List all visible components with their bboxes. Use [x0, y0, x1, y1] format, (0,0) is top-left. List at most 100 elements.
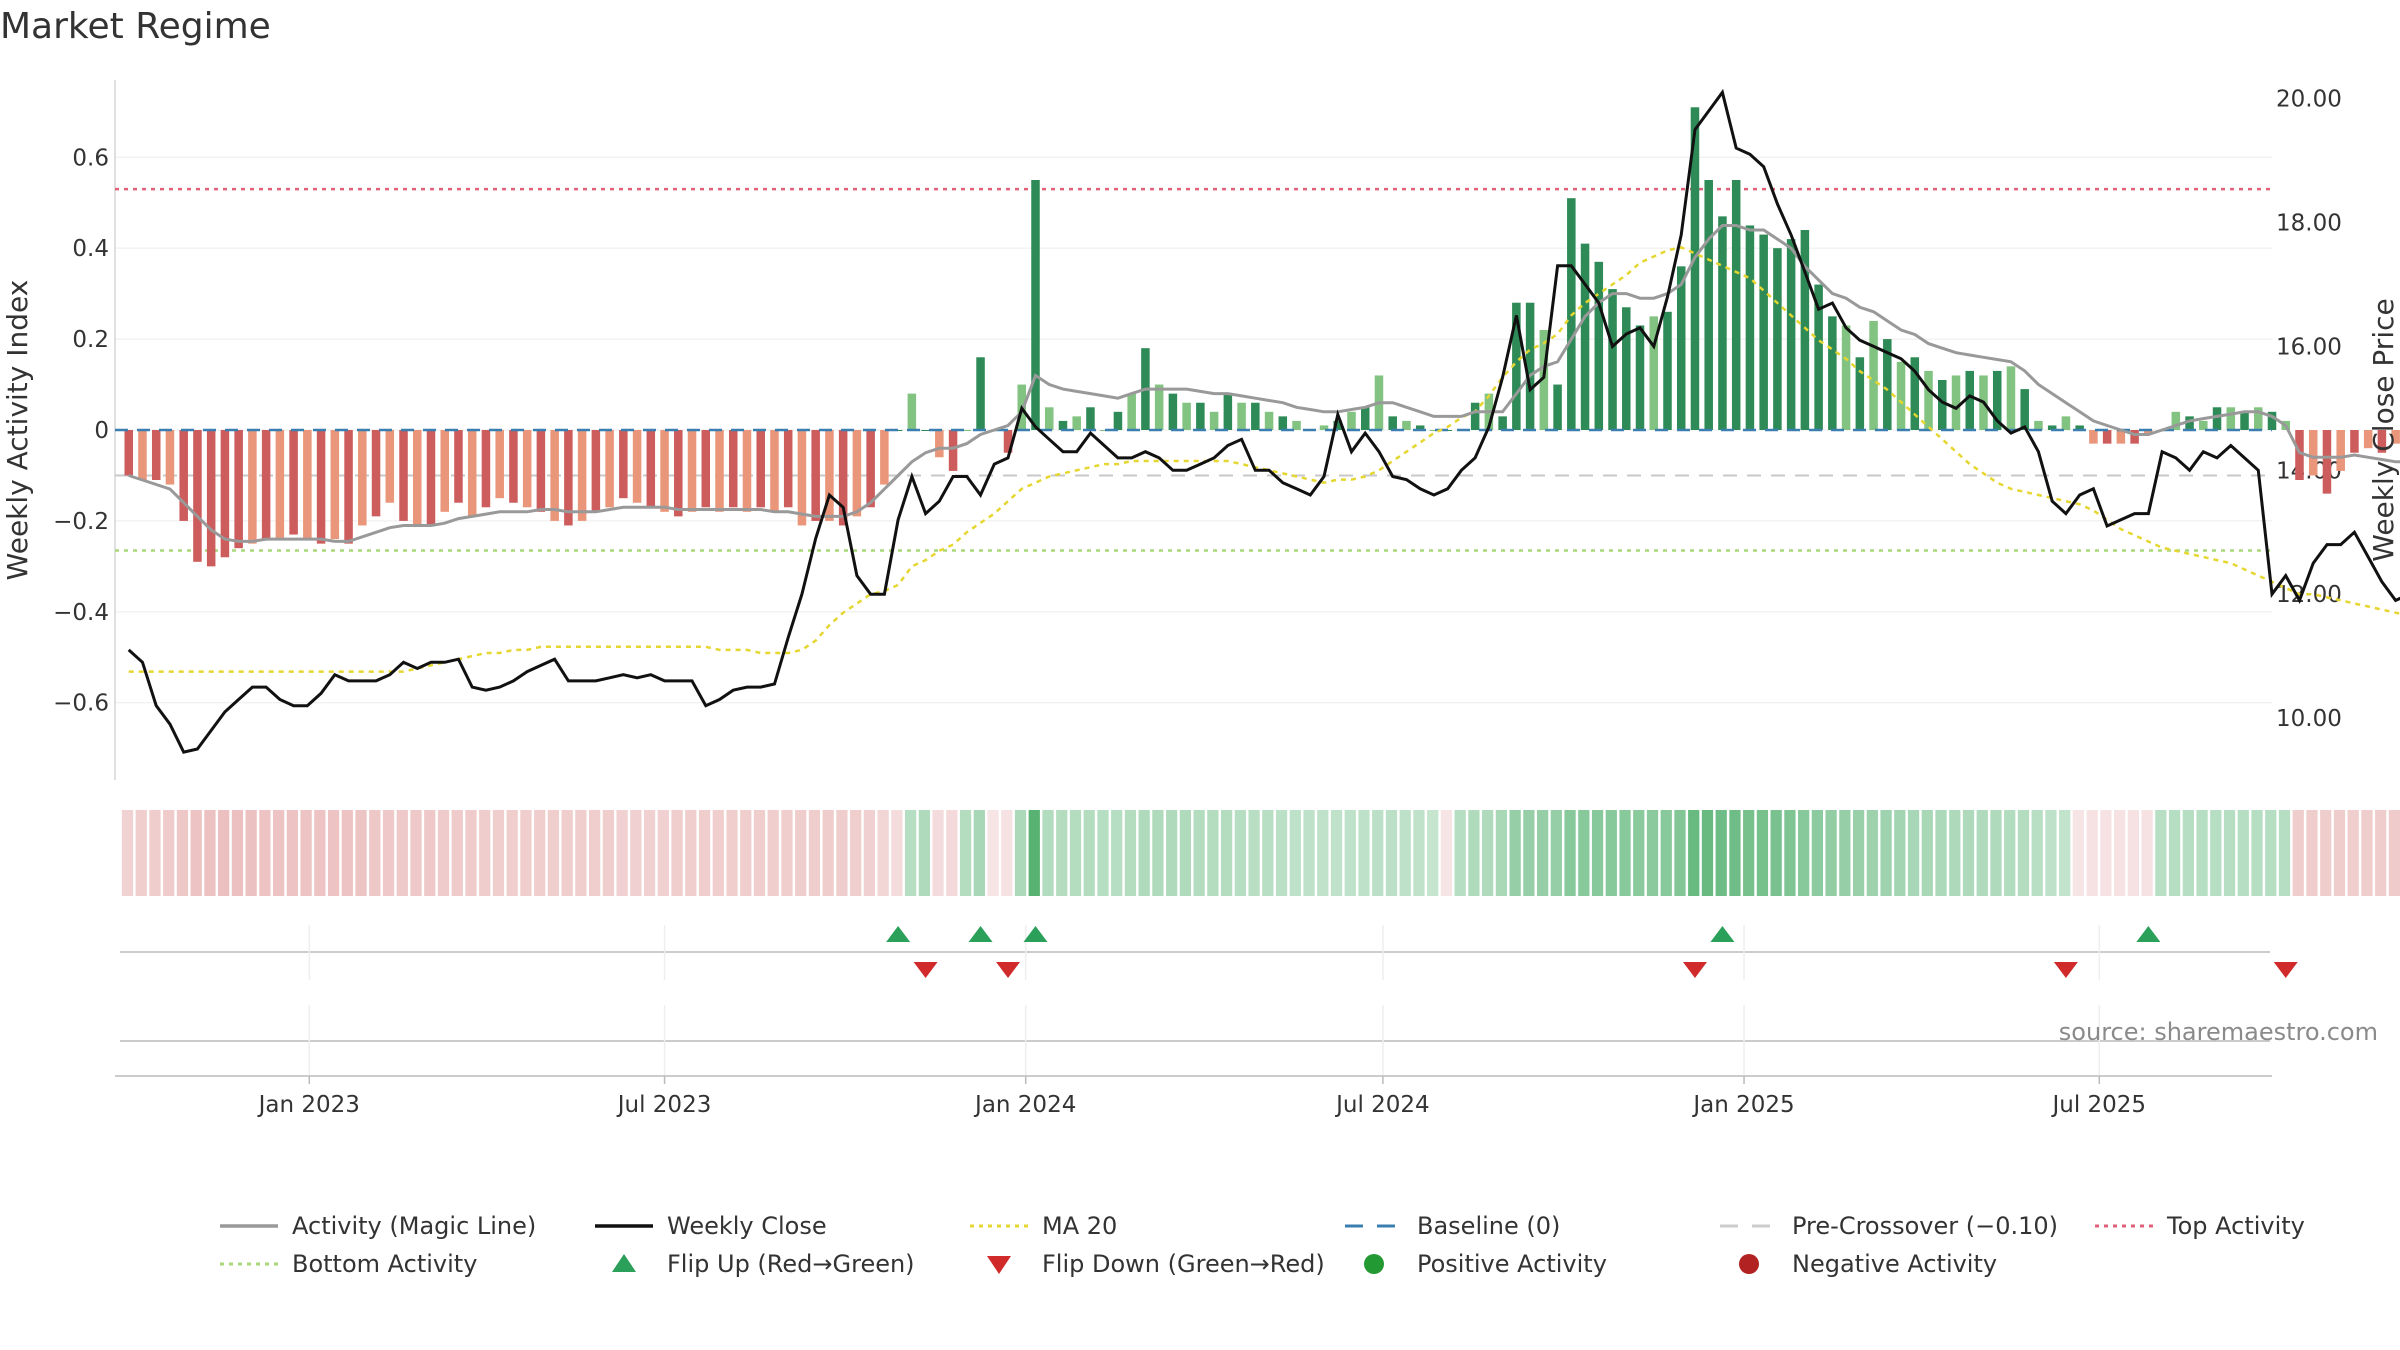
y-tick-label: −0.4 — [53, 600, 109, 626]
activity-bar — [124, 430, 133, 476]
activity-bar — [1360, 407, 1370, 430]
regime-cell — [1289, 810, 1301, 896]
regime-cell — [2306, 810, 2318, 896]
regime-cell — [1550, 810, 1562, 896]
regime-cell — [176, 810, 189, 896]
activity-bar — [2075, 425, 2084, 430]
regime-cell — [1798, 810, 1810, 896]
legend-swatch — [1739, 1254, 1759, 1274]
regime-cell — [135, 810, 147, 896]
regime-cell — [2045, 810, 2057, 896]
legend-item-bottom: Bottom Activity — [220, 1250, 477, 1278]
activity-bar — [330, 430, 340, 540]
activity-bar — [303, 430, 312, 540]
regime-cell — [2361, 810, 2373, 896]
regime-cell — [918, 810, 930, 896]
activity-bar — [577, 430, 587, 521]
regime-cell — [355, 810, 367, 896]
regime-cell — [767, 810, 779, 896]
regime-cell — [698, 810, 711, 896]
activity-bar — [2171, 411, 2181, 430]
ma20-line — [128, 245, 2400, 673]
activity-bar — [2185, 416, 2194, 430]
activity-bar — [811, 430, 820, 521]
regime-cell — [479, 810, 491, 896]
regime-cell — [2127, 810, 2140, 896]
regime-cell — [588, 810, 601, 896]
activity-bar — [1759, 234, 1768, 430]
activity-bar — [591, 430, 601, 512]
regime-cell — [1578, 810, 1590, 896]
activity-bar — [399, 430, 408, 521]
regime-cell — [1413, 810, 1425, 896]
activity-bar — [2226, 407, 2236, 430]
activity-bar — [907, 393, 917, 430]
regime-cell — [781, 810, 793, 896]
regime-cell — [410, 810, 422, 896]
activity-bar — [495, 430, 504, 499]
regime-cell — [959, 810, 972, 896]
activity-bar — [921, 430, 930, 431]
legend-swatch — [987, 1256, 1011, 1274]
activity-bar — [358, 430, 367, 526]
activity-bar — [2377, 430, 2387, 453]
flip-down-marker — [913, 962, 938, 978]
legend-item-baseline: Baseline (0) — [1345, 1212, 1560, 1240]
activity-bar — [1333, 420, 1343, 430]
regime-cell — [1880, 810, 1892, 896]
x-tick-label: Jul 2023 — [616, 1092, 712, 1118]
activity-bar — [179, 430, 188, 521]
activity-bar — [687, 430, 697, 512]
regime-cell — [314, 810, 326, 896]
regime-cell — [1935, 810, 1947, 896]
regime-cell — [1509, 810, 1521, 896]
regime-cell — [1097, 810, 1109, 896]
activity-bar — [206, 430, 216, 567]
activity-bar — [2006, 366, 2016, 430]
activity-bar — [1951, 375, 1961, 430]
activity-bar — [1731, 180, 1741, 430]
activity-bar — [1841, 325, 1851, 430]
x-tick-label: Jan 2024 — [973, 1092, 1076, 1118]
legend-label: Top Activity — [2166, 1212, 2305, 1240]
regime-cell — [836, 810, 848, 896]
regime-cell — [2196, 810, 2208, 896]
activity-bar — [1855, 357, 1865, 430]
activity-bar — [564, 430, 573, 526]
activity-bar — [2116, 430, 2126, 444]
regime-cell — [2375, 810, 2387, 896]
flip-up-marker — [1710, 926, 1735, 942]
activity-bar — [1498, 416, 1507, 430]
regime-cell — [424, 810, 436, 896]
regime-cell — [1633, 810, 1645, 896]
regime-cell — [272, 810, 285, 896]
regime-cell — [2320, 810, 2332, 896]
activity-bar — [248, 430, 257, 544]
regime-cell — [1042, 810, 1054, 896]
activity-bar — [1690, 107, 1700, 430]
activity-bar — [728, 430, 738, 508]
regime-cell — [2292, 810, 2304, 896]
weekly-close-line — [127, 88, 2400, 754]
y-tick-label: −0.6 — [53, 691, 109, 717]
regime-cell — [726, 810, 738, 896]
regime-cell — [1852, 810, 1865, 896]
regime-cell — [1591, 810, 1604, 896]
regime-cell — [850, 810, 862, 896]
magic-line — [128, 224, 2400, 543]
regime-cell — [1743, 810, 1755, 896]
activity-bar — [660, 430, 669, 512]
regime-cell — [1193, 810, 1205, 896]
regime-cell — [327, 810, 340, 896]
x-tick-label: Jan 2023 — [257, 1092, 360, 1118]
activity-bar — [509, 430, 518, 503]
regime-cell — [1138, 810, 1150, 896]
regime-cell — [2059, 810, 2071, 896]
activity-bar — [193, 430, 202, 562]
regime-cell — [685, 810, 697, 896]
activity-bar — [1251, 402, 1260, 430]
activity-bar — [1099, 430, 1109, 431]
activity-bar — [866, 430, 875, 508]
activity-bar — [825, 430, 834, 521]
